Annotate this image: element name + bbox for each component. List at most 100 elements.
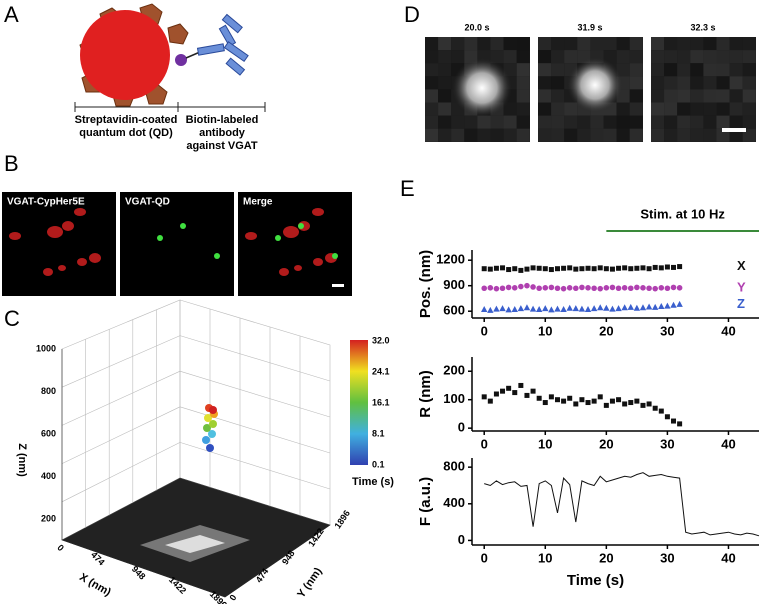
point [640,304,646,310]
y-axis-label: R (nm) [417,370,434,418]
point [646,285,652,291]
pixel [604,37,617,50]
image-title: VGAT-CypHer5E [7,197,85,208]
grid-line-3d [180,442,330,489]
point [579,397,584,402]
pixel [451,129,464,142]
point [585,285,591,291]
pixel [577,116,590,129]
x-tick-label: 40 [721,436,735,451]
pixel [577,37,590,50]
pixel [677,63,690,76]
point [493,306,499,312]
pixel [538,76,551,89]
point [549,267,554,272]
axis-label: Y (nm) [295,565,325,600]
point [579,285,585,291]
point [482,394,487,399]
x-axis-label: Time (s) [567,572,624,589]
point [500,389,505,394]
pixel [425,63,438,76]
pixel [743,37,756,50]
pixel [651,103,664,116]
pixel [451,37,464,50]
pixel [438,103,451,116]
point [658,303,664,309]
pixel [438,116,451,129]
point [652,304,658,310]
pixel [730,103,743,116]
z-tick-label: 1000 [36,343,56,353]
point [597,304,603,310]
y-tick-label: 0 [227,593,238,603]
point [512,390,517,395]
point [537,396,542,401]
pixel [538,50,551,63]
point [512,285,518,291]
point [524,267,529,272]
pixel [517,116,530,129]
pixel [690,103,703,116]
pixel [717,63,730,76]
colorbar-tick: 8.1 [372,428,385,438]
colorbar-tick: 0.1 [372,459,385,469]
point [505,306,511,312]
pixel [425,89,438,102]
y-tick-label: 1200 [436,252,465,267]
caption: against VGAT [186,140,258,152]
pixel [604,116,617,129]
pixel [730,63,743,76]
z-tick-label: 400 [41,471,56,481]
pixel [630,63,643,76]
pixel [451,116,464,129]
pixel [677,37,690,50]
grid-line-3d [180,336,330,381]
point [646,303,652,309]
pixel [630,129,643,142]
pixel [538,63,551,76]
pixel [617,129,630,142]
point [664,303,670,309]
y-tick-label: 0 [458,420,465,435]
point [512,266,517,271]
image-title: 32.3 s [690,22,715,32]
pixel [664,76,677,89]
point [500,265,505,270]
pixel [504,50,517,63]
pixel [717,116,730,129]
x-tick-label: 20 [599,436,613,451]
pixel [690,76,703,89]
point [616,285,622,291]
x-tick-label: 30 [660,436,674,451]
point [659,265,664,270]
pixel [690,116,703,129]
point [554,306,560,312]
line [484,473,759,536]
pixel [491,116,504,129]
pixel [438,89,451,102]
pixel [517,37,530,50]
point [494,286,500,292]
point [555,266,560,271]
point [536,285,542,291]
panel-label: B [4,151,19,176]
pixel [504,129,517,142]
y-tick-label: 100 [443,391,465,406]
pixel [743,103,756,116]
point [500,285,506,291]
point [616,266,621,271]
pixel [517,76,530,89]
pixel [730,37,743,50]
pixel [564,50,577,63]
point [543,266,548,271]
caption: antibody [199,127,246,139]
pixel [730,116,743,129]
pixel [425,50,438,63]
series-label: Z [737,296,745,311]
panel-label: D [404,2,420,27]
point [621,304,627,310]
axis-label: Z (nm) [16,443,28,477]
pixel [464,37,477,50]
point [531,265,536,270]
